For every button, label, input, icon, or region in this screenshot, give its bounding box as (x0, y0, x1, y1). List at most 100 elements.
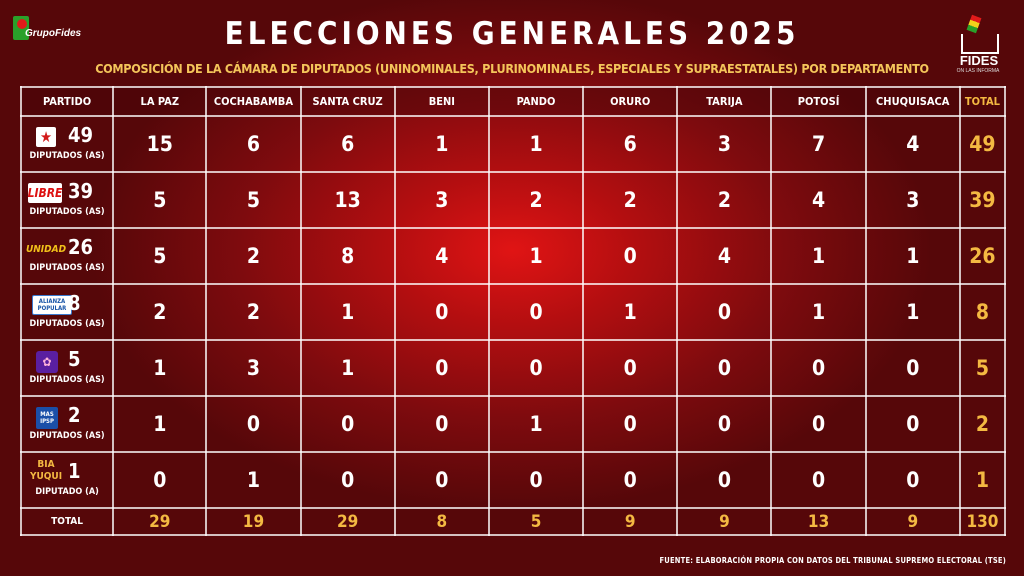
column-total-cell: 9 (582, 507, 679, 536)
party-badge-text: UNIDAD (25, 243, 67, 255)
seat-cell: 4 (770, 171, 867, 229)
column-header: TOTAL (958, 86, 1007, 117)
column-total-cell: 13 (770, 507, 867, 536)
column-header: CHUQUISACA (864, 86, 961, 117)
logo-left-text: GrupoFides (25, 28, 82, 39)
seat-cell: 0 (393, 395, 490, 453)
column-total-cell: 9 (864, 507, 961, 536)
party-seat-label: DIPUTADOS (AS) (29, 319, 105, 329)
seat-cell: 0 (676, 339, 773, 397)
seat-cell: 0 (299, 451, 396, 509)
seat-cell: 1 (487, 115, 585, 173)
column-header: SANTA CRUZ (299, 86, 396, 117)
party-badge-text: LIBRE (27, 186, 63, 200)
party-cell: ✿ 5 DIPUTADOS (AS) (19, 339, 115, 397)
seat-cell: 5 (205, 171, 302, 229)
page-subtitle: COMPOSICIÓN DE LA CÁMARA DE DIPUTADOS (U… (95, 61, 929, 76)
alianza-popular-logo: ALIANZA POPULAR (32, 295, 72, 315)
party-cell: UNIDAD 26 DIPUTADOS (AS) (19, 227, 115, 285)
seat-cell: 3 (205, 339, 302, 397)
table-row: BIA YUQUI 1 DIPUTADO (A) 0 1 0 0 0 0 0 0 0 1 (19, 451, 1007, 509)
seat-cell: 2 (205, 227, 302, 285)
table-header-row: PARTIDO LA PAZ COCHABAMBA SANTA CRUZ BENI PAN… (19, 86, 1007, 117)
seat-cell: 0 (582, 395, 679, 453)
seat-cell: 0 (676, 451, 773, 509)
seat-cell: 0 (770, 451, 867, 509)
party-seat-count: 2 (68, 403, 81, 427)
party-seat-count: 1 (68, 459, 81, 483)
seat-cell: 2 (487, 171, 585, 229)
party-cell: MAS IPSP 2 DIPUTADOS (AS) (19, 395, 115, 453)
seat-cell: 8 (299, 227, 396, 285)
party-badge-text: MAS IPSP (40, 411, 54, 425)
column-header: COCHABAMBA (205, 86, 302, 117)
party-badge-text: ★ (39, 128, 53, 146)
column-total-cell: 29 (112, 507, 208, 536)
table-total-row: TOTAL 29 19 29 8 5 9 9 13 9 130 (19, 507, 1007, 536)
table-row: MAS IPSP 2 DIPUTADOS (AS) 1 0 0 0 1 0 0 0 0 2 (19, 395, 1007, 453)
row-total-cell: 2 (958, 395, 1007, 453)
fides-mark-icon (13, 16, 29, 40)
row-total-cell: 39 (958, 171, 1007, 229)
sumate-logo: ✿ (36, 351, 58, 373)
party-cell: ★ 49 DIPUTADOS (AS) (19, 115, 115, 173)
column-total-cell: 19 (205, 507, 302, 536)
party-seat-label: DIPUTADOS (AS) (29, 263, 105, 273)
unidad-logo: UNIDAD (24, 239, 68, 259)
column-header: POTOSÍ (770, 86, 867, 117)
party-badge-text: BIA YUQUI (29, 459, 63, 482)
seat-cell: 0 (864, 339, 961, 397)
seat-cell: 0 (864, 395, 961, 453)
seat-cell: 1 (864, 227, 961, 285)
party-seat-count: 26 (68, 235, 94, 259)
grupo-fides-logo: GrupoFides (13, 14, 85, 46)
seat-cell: 6 (299, 115, 396, 173)
seat-cell: 0 (487, 451, 585, 509)
party-seat-label: DIPUTADO (A) (35, 487, 99, 497)
seat-cell: 0 (582, 227, 679, 285)
seat-cell: 3 (393, 171, 490, 229)
seat-cell: 1 (112, 339, 208, 397)
seat-cell: 0 (299, 395, 396, 453)
seat-cell: 4 (864, 115, 961, 173)
seat-cell: 1 (393, 115, 490, 173)
results-table: PARTIDO LA PAZ COCHABAMBA SANTA CRUZ BENI PAN… (19, 86, 1007, 536)
seat-cell: 0 (393, 339, 490, 397)
seat-cell: 1 (205, 451, 302, 509)
column-total-cell: 9 (676, 507, 773, 536)
seat-cell: 0 (676, 395, 773, 453)
grand-total-cell: 130 (958, 507, 1007, 536)
seat-cell: 0 (676, 283, 773, 341)
seat-cell: 1 (770, 283, 867, 341)
seat-cell: 4 (676, 227, 773, 285)
column-header: LA PAZ (112, 86, 208, 117)
party-seat-count: 8 (68, 291, 81, 315)
seat-cell: 0 (582, 451, 679, 509)
party-seat-count: 5 (68, 347, 81, 371)
seat-cell: 7 (770, 115, 867, 173)
bia-yuqui-logo: BIA YUQUI (30, 457, 62, 485)
seat-cell: 5 (112, 171, 208, 229)
seat-cell: 2 (205, 283, 302, 341)
seat-cell: 6 (582, 115, 679, 173)
seat-cell: 1 (864, 283, 961, 341)
seat-cell: 13 (299, 171, 396, 229)
column-header: BENI (393, 86, 490, 117)
seat-cell: 1 (487, 395, 585, 453)
total-label: TOTAL (19, 507, 115, 536)
column-total-cell: 29 (299, 507, 396, 536)
table-row: UNIDAD 26 DIPUTADOS (AS) 5 2 8 4 1 0 4 1 1 26 (19, 227, 1007, 285)
party-seat-label: DIPUTADOS (AS) (29, 151, 105, 161)
source-note: FUENTE: ELABORACIÓN PROPIA CON DATOS DEL… (659, 556, 1006, 565)
row-total-cell: 5 (958, 339, 1007, 397)
seat-cell: 2 (582, 171, 679, 229)
column-header: TARIJA (676, 86, 773, 117)
fides-logo-sub: ON LAS INFORMA (956, 68, 1000, 74)
fides-logo: FIDES ON LAS INFORMA (955, 10, 1001, 74)
seat-cell: 3 (864, 171, 961, 229)
seat-cell: 2 (676, 171, 773, 229)
mas-ipsp-logo: MAS IPSP (36, 407, 58, 429)
column-header: PANDO (487, 86, 585, 117)
column-header: ORURO (582, 86, 679, 117)
seat-cell: 0 (205, 395, 302, 453)
